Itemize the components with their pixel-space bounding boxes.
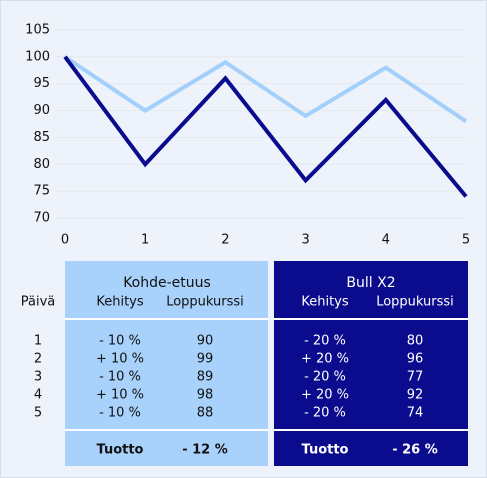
change-cell: - 10 % [99,406,141,421]
group-header: Bull X2 [346,275,395,291]
day: 2 [34,352,42,367]
y-tick-label: 95 [33,76,50,91]
series-line [63,55,468,123]
total-value: - 26 % [392,443,438,458]
x-tick-label: 4 [382,233,390,248]
day: 4 [34,388,42,403]
day: 1 [34,334,42,349]
change-cell: - 10 % [99,334,141,349]
price-cell: 90 [197,334,214,349]
price-cell: 99 [197,352,214,367]
table-group-dark [274,261,468,466]
day-header: Päivä [21,295,56,310]
day: 3 [34,370,42,385]
price-cell: 77 [407,370,424,385]
change-cell: - 20 % [304,370,346,385]
y-tick-label: 70 [33,211,50,226]
change-cell: - 20 % [304,406,346,421]
change-cell: + 10 % [96,352,144,367]
group-header: Kohde-etuus [123,275,211,291]
y-tick-label: 90 [33,103,50,118]
change-cell: + 20 % [301,352,349,367]
column-header: Loppukurssi [166,295,244,310]
column-header: Kehitys [301,295,349,310]
change-cell: + 10 % [96,388,144,403]
y-tick-label: 80 [33,157,50,172]
change-cell: - 10 % [99,370,141,385]
total-label: Tuotto [97,443,144,458]
total-value: - 12 % [182,443,228,458]
x-tick-label: 5 [462,233,470,248]
series-line [63,55,468,198]
x-tick-label: 3 [301,233,309,248]
price-cell: 92 [407,388,424,403]
x-tick-label: 2 [221,233,229,248]
change-cell: - 20 % [304,334,346,349]
y-tick-label: 85 [33,130,50,145]
table-group-light [65,261,268,466]
x-tick-label: 0 [61,233,69,248]
price-cell: 89 [197,370,214,385]
column-header: Loppukurssi [376,295,454,310]
change-cell: + 20 % [301,388,349,403]
y-tick-label: 100 [25,49,50,64]
price-cell: 74 [407,406,424,421]
y-tick-label: 105 [25,23,50,38]
price-cell: 80 [407,334,424,349]
price-cell: 88 [197,406,214,421]
price-cell: 96 [407,352,424,367]
x-tick-label: 1 [141,233,149,248]
price-cell: 98 [197,388,214,403]
column-header: Kehitys [96,295,144,310]
total-label: Tuotto [302,443,349,458]
y-tick-label: 75 [33,184,50,199]
day: 5 [34,406,42,421]
